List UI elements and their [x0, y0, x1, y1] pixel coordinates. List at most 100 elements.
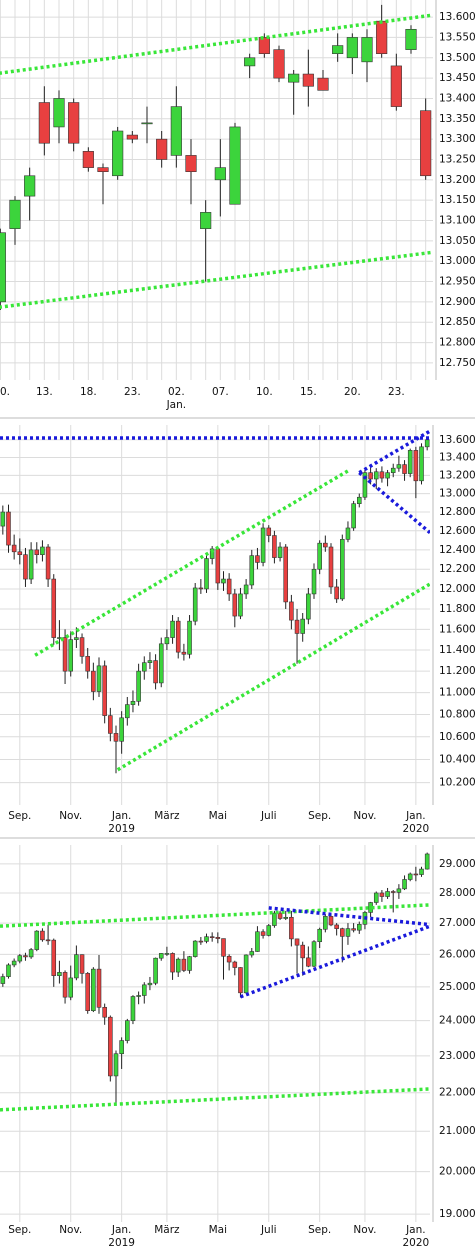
candle-body [85, 656, 90, 672]
y-tick-label: 29.000 [439, 858, 475, 870]
candle-body [158, 953, 164, 959]
candle-body [238, 967, 243, 994]
y-tick-label: 13.050 [439, 235, 475, 247]
candle-body [79, 954, 85, 974]
candle-body [229, 126, 241, 205]
candle-body [11, 960, 17, 966]
candle-body [328, 546, 334, 588]
x-tick-label: Jan. [405, 810, 426, 822]
y-tick-label: 13.200 [439, 174, 475, 186]
x-tick-label: Nov. [59, 1224, 82, 1236]
x-tick-label: März [154, 810, 180, 822]
candle-body [62, 972, 68, 998]
y-tick-label: 27.000 [439, 917, 475, 929]
candle-body [215, 548, 221, 584]
y-tick-label: 25.000 [439, 981, 475, 993]
y-tick-label: 12.600 [439, 525, 475, 537]
y-tick-label: 21.000 [439, 1125, 475, 1137]
candle-body [243, 584, 249, 595]
y-tick-label: 13.450 [439, 72, 475, 84]
candle-body [402, 464, 407, 474]
x-tick-label: 0. [0, 386, 10, 398]
candle-body [136, 670, 141, 702]
candle-body [294, 938, 300, 946]
candle-body [200, 212, 212, 229]
candle-body [306, 593, 311, 620]
candle-body [192, 940, 198, 957]
candle-body [317, 77, 329, 91]
candle-body [272, 535, 277, 558]
x-tick-label: Mai [209, 810, 227, 822]
trend-line [358, 429, 430, 475]
candle-body [379, 892, 385, 897]
y-tick-label: 10.600 [439, 731, 475, 743]
candle-body [345, 928, 351, 937]
y-tick-label: 11.400 [439, 644, 475, 656]
candle-body [396, 888, 402, 893]
x-tick-label: Jan. [405, 1224, 426, 1236]
candle-body [126, 134, 138, 140]
y-tick-label: 10.400 [439, 753, 475, 765]
candle-body [91, 968, 96, 1011]
y-tick-label: 13.100 [439, 215, 475, 227]
candle-body [390, 467, 396, 473]
x-tick-label: Mai [209, 1224, 227, 1236]
candle-body [68, 639, 74, 672]
x-tick-label: 02. [168, 386, 185, 398]
y-tick-label: 13.350 [439, 113, 475, 125]
candle-body [272, 912, 277, 926]
candle-body [277, 912, 283, 919]
y-tick-label: 12.400 [439, 544, 475, 556]
candle-body [266, 925, 272, 936]
year-label: 2020 [402, 1237, 429, 1249]
candle-body [9, 199, 21, 229]
candle-body [323, 916, 328, 930]
y-tick-label: 12.800 [439, 337, 475, 349]
candle-body [164, 637, 170, 645]
y-tick-label: 11.000 [439, 687, 475, 699]
candle-body [306, 957, 311, 967]
trend-line [0, 13, 433, 75]
x-tick-label: 23. [388, 386, 405, 398]
candle-body [108, 715, 113, 734]
x-tick-label: Jan. [111, 810, 132, 822]
candle-body [294, 619, 300, 634]
candle-body [249, 555, 255, 586]
candle-body [11, 544, 17, 553]
candle-body [266, 527, 272, 536]
x-tick-label: 20. [344, 386, 361, 398]
candle-body [175, 620, 181, 653]
candle-body [340, 928, 345, 937]
trend-line [34, 469, 349, 657]
candle-body [302, 73, 314, 87]
candle-body [260, 527, 266, 563]
candle-body [170, 620, 175, 638]
y-tick-label: 13.000 [439, 255, 475, 267]
candle-body [243, 954, 249, 994]
year-label: 2019 [108, 823, 135, 835]
x-tick-label: Nov. [353, 1224, 376, 1236]
candle-body [97, 167, 109, 172]
candle-body [23, 554, 28, 580]
y-tick-label: 12.800 [439, 506, 475, 518]
y-tick-label: 13.600 [439, 11, 475, 23]
candle-body [249, 951, 255, 956]
x-tick-label: Jan. [111, 1224, 132, 1236]
candle-body [17, 551, 23, 555]
candle-body [238, 593, 243, 617]
y-tick-label: 13.150 [439, 194, 475, 206]
candle-body [136, 995, 141, 997]
candle-body [209, 936, 215, 939]
candle-body [187, 956, 192, 971]
candle-body [38, 102, 50, 144]
candle-body [232, 961, 238, 968]
candle-body [317, 928, 322, 943]
y-tick-label: 12.750 [439, 357, 475, 369]
y-tick-label: 12.200 [439, 563, 475, 575]
candle-body [328, 916, 334, 926]
candle-body [204, 936, 209, 942]
chart: 13.600 13.400 13.200 13.000 12.800 12.600 12.4… [0, 425, 475, 835]
x-tick-label: 15. [300, 386, 317, 398]
candle-body [232, 593, 238, 617]
